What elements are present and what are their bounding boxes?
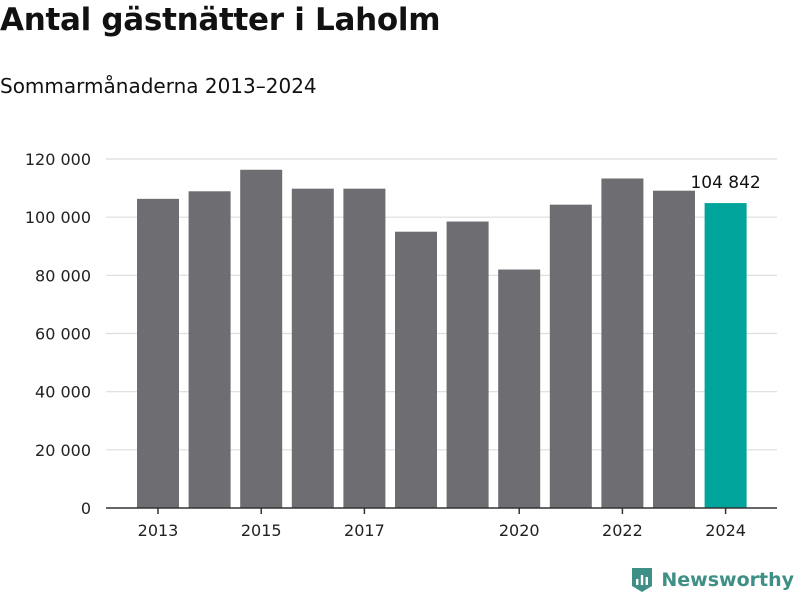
data-label: 104 842 — [690, 173, 760, 193]
y-tick-label: 120 000 — [25, 150, 91, 169]
bar-2022 — [601, 178, 644, 508]
bar-2017 — [343, 188, 386, 509]
bar-2023 — [653, 190, 695, 508]
y-tick-label: 60 000 — [35, 325, 91, 344]
bar-2014 — [188, 191, 231, 508]
chart-subtitle: Sommarmånaderna 2013–2024 — [0, 74, 317, 98]
y-tick-label: 20 000 — [35, 441, 91, 460]
bar-2019 — [446, 221, 489, 508]
newsworthy-logo: Newsworthy — [630, 566, 794, 594]
brand-name: Newsworthy — [661, 569, 794, 591]
y-tick-label: 0 — [81, 499, 91, 518]
bar-2018 — [395, 231, 437, 509]
x-tick-label: 2020 — [499, 521, 540, 540]
x-tick-label: 2022 — [602, 521, 643, 540]
y-tick-label: 40 000 — [35, 383, 91, 402]
bar-2015 — [240, 169, 283, 508]
y-tick-label: 80 000 — [35, 266, 91, 285]
y-tick-label: 100 000 — [25, 208, 91, 227]
x-tick-label: 2015 — [241, 521, 282, 540]
bar-2020 — [498, 269, 541, 508]
bar-2013 — [137, 198, 179, 508]
newsworthy-logo-icon — [632, 568, 653, 592]
chart-title: Antal gästnätter i Laholm — [0, 2, 441, 38]
bar-2016 — [291, 188, 334, 509]
highlight-bar-2024 — [704, 203, 747, 508]
x-tick-label: 2013 — [138, 521, 179, 540]
x-tick-label: 2024 — [705, 521, 746, 540]
x-tick-label: 2017 — [344, 521, 385, 540]
bar-2021 — [549, 204, 592, 508]
